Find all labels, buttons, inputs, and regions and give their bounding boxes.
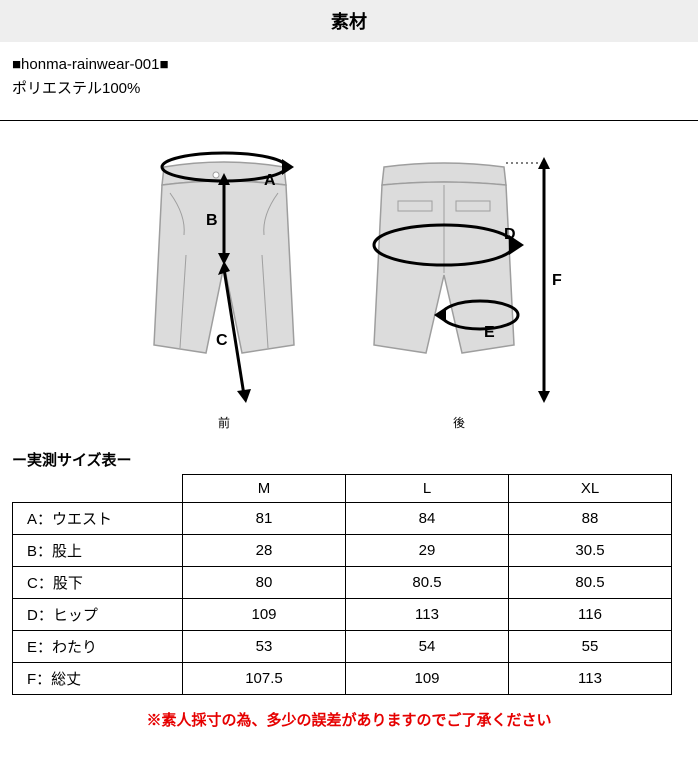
label-f: F [552, 272, 562, 289]
cell: 88 [509, 503, 672, 535]
button-icon [213, 172, 219, 178]
arrowhead-a [282, 159, 294, 175]
cell: 109 [183, 599, 346, 631]
cell: 80 [183, 567, 346, 599]
front-caption: 前 [134, 414, 314, 431]
label-b: B [206, 212, 218, 229]
col-header: L [346, 475, 509, 503]
table-row: C：股下 80 80.5 80.5 [13, 567, 672, 599]
size-table-title: ー実測サイズ表ー [0, 439, 698, 474]
diagram-back: D E F 後 [354, 145, 564, 431]
cell: 30.5 [509, 535, 672, 567]
label-c: C [216, 332, 228, 349]
diagram-back-svg: D E F [354, 145, 564, 405]
measurement-note: ※素人採寸の為、多少の誤差がありますのでご了承ください [0, 695, 698, 754]
row-label: A：ウエスト [13, 503, 183, 535]
material-info: ■honma-rainwear-001■ ポリエステル100% [0, 42, 698, 120]
cell: 116 [509, 599, 672, 631]
cell: 80.5 [346, 567, 509, 599]
row-label: B：股上 [13, 535, 183, 567]
cell: 107.5 [183, 663, 346, 695]
table-row: E：わたり 53 54 55 [13, 631, 672, 663]
measurement-diagram: A B C 前 D [0, 121, 698, 439]
material-header-text: 素材 [331, 12, 367, 32]
col-header: XL [509, 475, 672, 503]
col-header: M [183, 475, 346, 503]
table-header-row: M L XL [13, 475, 672, 503]
row-label: C：股下 [13, 567, 183, 599]
cell: 28 [183, 535, 346, 567]
cell: 29 [346, 535, 509, 567]
size-table: M L XL A：ウエスト 81 84 88 B：股上 28 29 30.5 C… [12, 474, 672, 695]
cell: 55 [509, 631, 672, 663]
material-composition: ポリエステル100% [12, 77, 686, 98]
label-d: D [504, 226, 516, 243]
cell: 81 [183, 503, 346, 535]
table-corner-blank [13, 475, 183, 503]
cell: 113 [346, 599, 509, 631]
label-a: A [264, 172, 276, 189]
material-header: 素材 [0, 0, 698, 42]
arrowhead-f-bot [538, 391, 550, 403]
table-row: F：総丈 107.5 109 113 [13, 663, 672, 695]
table-row: D：ヒップ 109 113 116 [13, 599, 672, 631]
row-label: F：総丈 [13, 663, 183, 695]
row-label: D：ヒップ [13, 599, 183, 631]
arrowhead-c-bot [237, 389, 251, 403]
cell: 80.5 [509, 567, 672, 599]
row-label: E：わたり [13, 631, 183, 663]
table-row: A：ウエスト 81 84 88 [13, 503, 672, 535]
diagram-front: A B C 前 [134, 145, 314, 431]
label-e: E [484, 324, 495, 341]
arrowhead-f-top [538, 157, 550, 169]
product-code: ■honma-rainwear-001■ [12, 56, 686, 73]
cell: 84 [346, 503, 509, 535]
cell: 109 [346, 663, 509, 695]
cell: 113 [509, 663, 672, 695]
cell: 53 [183, 631, 346, 663]
cell: 54 [346, 631, 509, 663]
diagram-front-svg: A B C [134, 145, 314, 405]
back-caption: 後 [354, 414, 564, 431]
table-row: B：股上 28 29 30.5 [13, 535, 672, 567]
